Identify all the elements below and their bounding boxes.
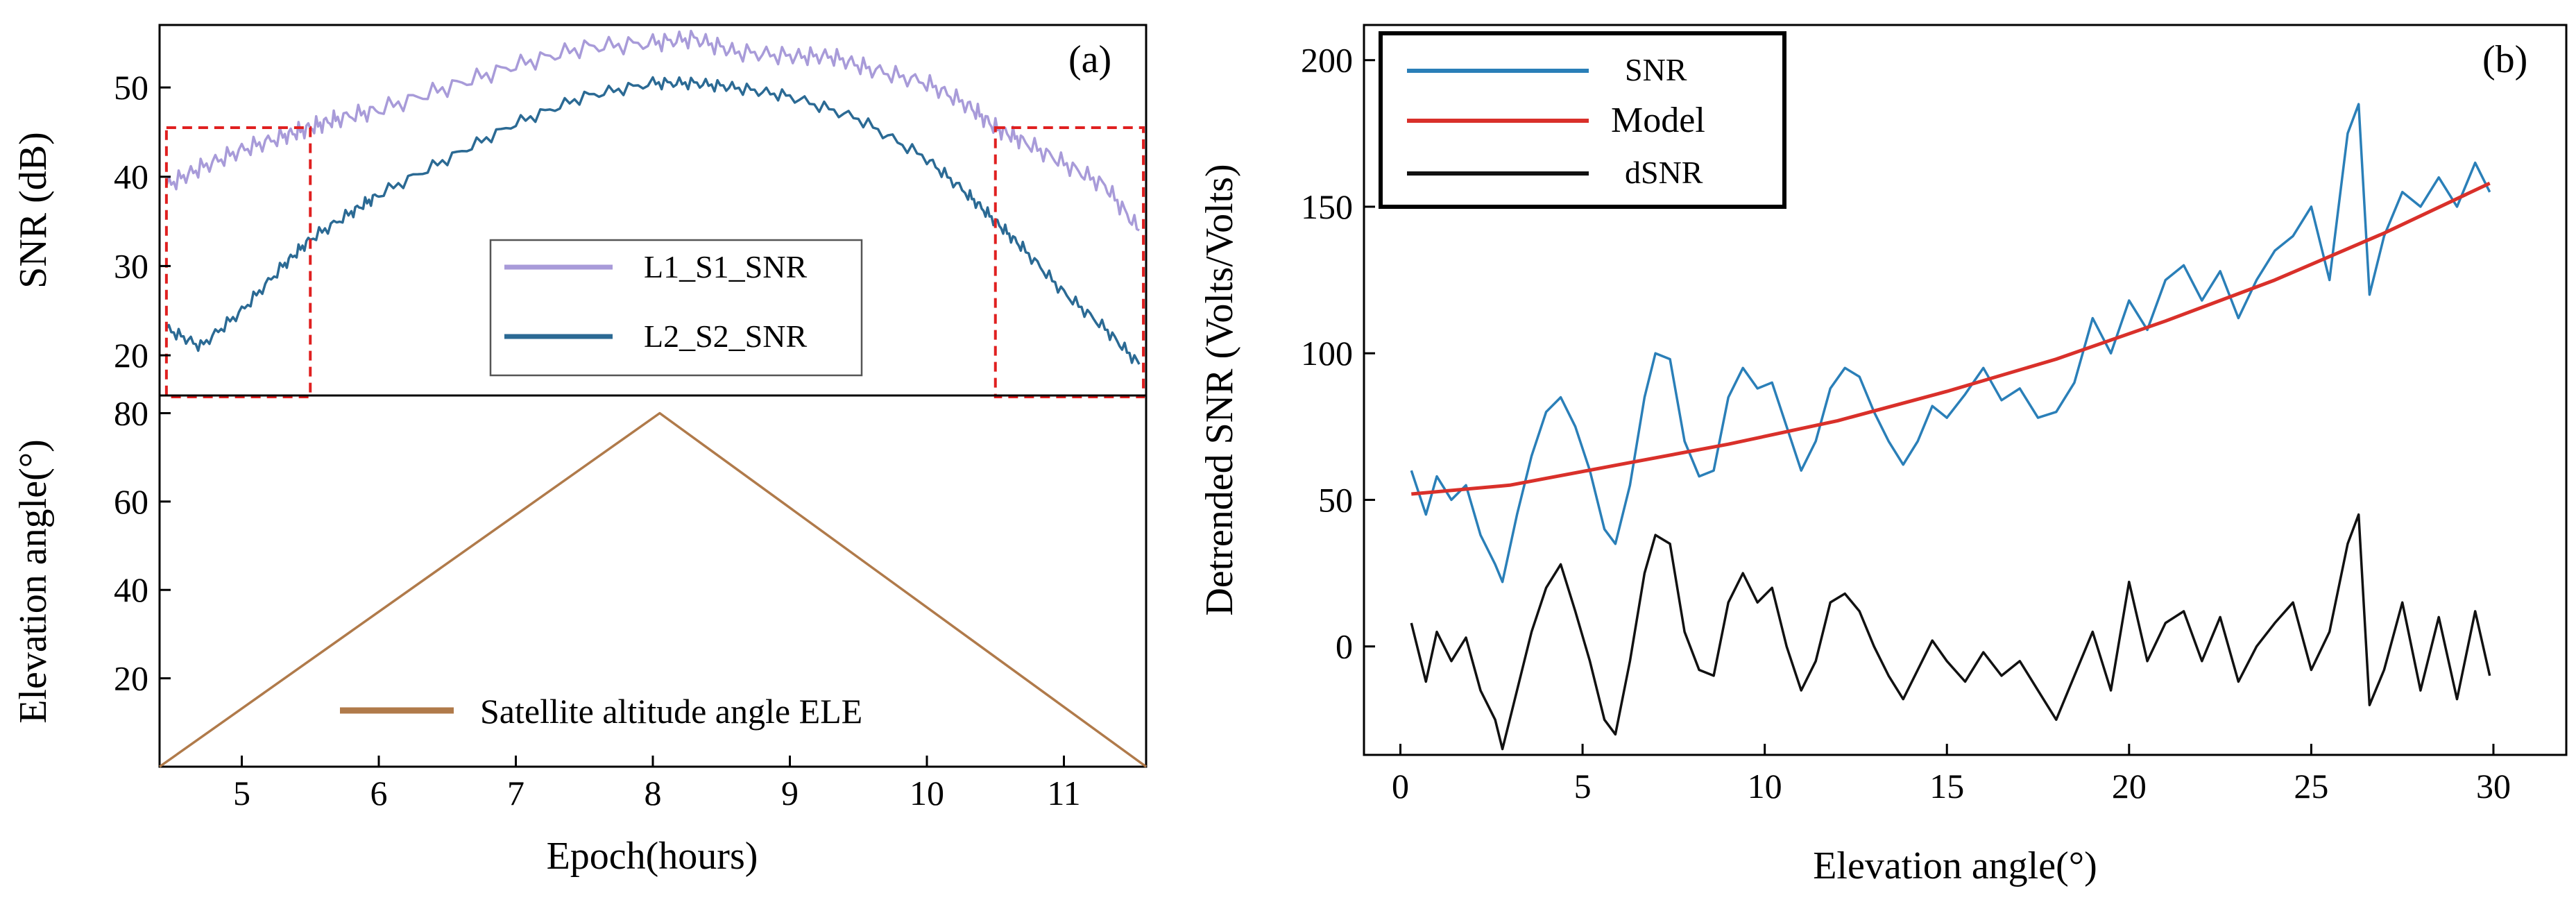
panel-b-x-tick-label: 20 (2112, 767, 2147, 806)
panel-a-bottom-y-axis-label: Elevation angle(°) (12, 439, 55, 724)
panel-a-top-y-ticks: 20 30 40 50 (114, 68, 171, 375)
panel-b-x-tick-label: 10 (1748, 767, 1782, 806)
panel-a-bottom-y-tick-label: 40 (114, 570, 148, 609)
panel-a-bottom-legend: Satellite altitude angle ELE (340, 692, 862, 731)
panel-a-bottom-y-ticks: 20 40 60 80 (114, 393, 171, 698)
highlight-box-1 (164, 126, 312, 398)
panel-b-y-axis-label: Detrended SNR (Volts/Volts) (1198, 164, 1241, 615)
panel-a-bottom-y-tick-label: 60 (114, 482, 148, 521)
series-line-l2-s2-snr (165, 76, 1141, 365)
panel-b-label: (b) (2482, 38, 2527, 81)
panel-a-top-legend: L1_S1_SNR L2_S2_SNR (489, 239, 863, 377)
highlight-box-2 (993, 126, 1145, 398)
panel-a-bottom-x-tick-label: 7 (507, 774, 524, 812)
panel-a-top-plot-area (164, 29, 1145, 398)
panel-b-y-tick-label: 0 (1336, 627, 1353, 666)
panel-a-bottom-x-ticks: 5 6 7 8 9 10 11 (233, 756, 1081, 812)
series-line-snr (1410, 103, 2491, 584)
panel-b-y-ticks: 0 50 100 150 200 (1301, 41, 1375, 666)
panel-a-bottom-x-tick-label: 8 (645, 774, 662, 812)
panel-a-bottom-y-tick-label: 80 (114, 393, 148, 432)
legend-label-model: Model (1611, 101, 1705, 140)
legend-label-dsnr: dSNR (1625, 155, 1703, 190)
panel-b-x-tick-label: 25 (2294, 767, 2328, 806)
panel-b-x-tick-label: 30 (2476, 767, 2511, 806)
panel-b-x-ticks: 0 5 10 15 20 25 30 (1392, 744, 2511, 806)
panel-b-y-tick-label: 100 (1301, 334, 1353, 373)
panel-a-bottom-x-tick-label: 9 (781, 774, 799, 812)
panel-b-y-tick-label: 50 (1318, 480, 1353, 519)
panel-a-top-y-tick-label: 20 (114, 336, 148, 375)
panel-a-top-legend-box (489, 239, 863, 377)
panel-a-top-y-axis-label: SNR (dB) (12, 132, 55, 289)
panel-a-bottom-x-tick-label: 5 (233, 774, 250, 812)
panel-a-bottom-x-tick-label: 11 (1047, 774, 1080, 812)
panel-b-x-tick-label: 15 (1929, 767, 1964, 806)
panel-b-y-tick-label: 150 (1301, 187, 1353, 226)
series-line-satellite-altitude-angle-ele (158, 411, 1148, 768)
panel-b-x-axis-label: Elevation angle(°) (1813, 844, 2097, 887)
panel-a-top-y-tick-label: 40 (114, 157, 148, 196)
series-line-dsnr (1410, 513, 2491, 751)
series-line-model (1411, 181, 2491, 496)
panel-b-x-tick-label: 5 (1574, 767, 1592, 806)
panel-a-top-y-tick-label: 30 (114, 246, 148, 285)
panel-a-bottom-x-tick-label: 6 (370, 774, 388, 812)
panel-a-bottom-plot-area (158, 411, 1148, 768)
panel-b-plot-area (1410, 103, 2491, 751)
series-line-l1-s1-snr (165, 29, 1140, 232)
legend-label-satellite-elevation: Satellite altitude angle ELE (480, 692, 862, 731)
panel-b-x-tick-label: 0 (1392, 767, 1409, 806)
panel-a-label: (a) (1068, 38, 1111, 81)
panel-b-legend: SNR Model dSNR (1379, 31, 1786, 209)
legend-label-l2-s2-snr: L2_S2_SNR (644, 318, 807, 354)
legend-label-l1-s1-snr: L1_S1_SNR (644, 249, 807, 284)
legend-label-snr: SNR (1625, 52, 1687, 87)
panel-b-y-tick-label: 200 (1301, 41, 1353, 80)
panel-a-top-y-tick-label: 50 (114, 68, 148, 107)
panel-b-frame (1363, 24, 2568, 756)
panel-a-bottom-x-tick-label: 10 (910, 774, 944, 812)
panel-a-bottom-y-tick-label: 20 (114, 659, 148, 698)
panel-a-x-axis-label: Epoch(hours) (547, 835, 758, 878)
